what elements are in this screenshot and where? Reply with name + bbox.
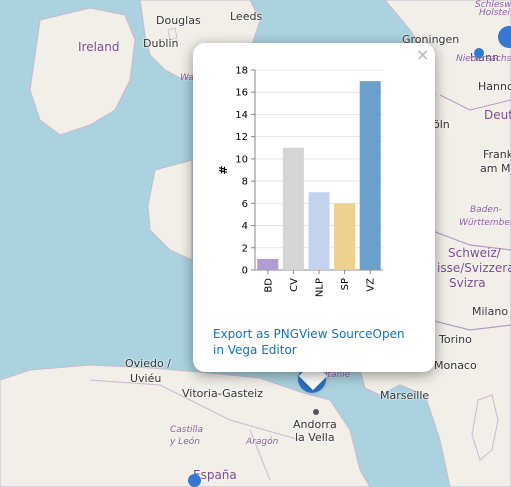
map-place-label: España: [193, 468, 237, 482]
y-tick-label: 8: [242, 177, 248, 188]
map-place-label: y León: [170, 437, 200, 447]
chart-actions: Export as PNGView SourceOpen in Vega Edi…: [213, 326, 413, 358]
y-tick-label: 16: [235, 88, 248, 99]
map-place-label: am M: [480, 162, 511, 175]
bar: [359, 81, 381, 270]
map-place-label: Niedersachse: [456, 54, 511, 64]
y-tick-label: 18: [235, 66, 248, 77]
map-place-label: Svizra: [449, 276, 486, 290]
map-place-label: Dublin: [143, 37, 179, 50]
map-place-label: Douglas: [156, 14, 201, 27]
map-place-label: Baden-: [470, 205, 502, 215]
map-place-label: Ireland: [78, 40, 120, 54]
map-marker[interactable]: [188, 474, 201, 487]
y-tick-label: 0: [242, 266, 248, 277]
map-place-label: Holstei: [479, 8, 511, 18]
y-tick-label: 10: [235, 154, 248, 165]
map-place-label: Uviéu: [130, 372, 162, 385]
map-place-label: öln: [433, 118, 450, 131]
map-place-label: Schweiz/: [448, 246, 501, 260]
map-place-label: Deut: [484, 108, 511, 122]
map-place-label: Oviedo /: [125, 357, 171, 370]
view-source-link[interactable]: View Source: [299, 327, 373, 341]
map-place-label: Frank: [483, 148, 511, 161]
y-tick-label: 6: [242, 199, 248, 210]
map-marker[interactable]: [313, 409, 319, 415]
map-place-label: Hanno: [478, 80, 511, 93]
bar: [257, 258, 279, 270]
x-tick-label: SP: [340, 278, 351, 290]
y-axis-label: #: [217, 165, 230, 174]
map-place-label: Monaco: [434, 359, 477, 372]
open-vega-editor-link[interactable]: Open in Vega Editor: [213, 327, 405, 357]
map-place-label: Marseille: [380, 389, 430, 402]
map-place-label: Wa: [180, 73, 194, 83]
bar-chart: 0 2 4 6 8 10 12 14 16 18 # BD CV NLP SP VZ: [217, 66, 383, 297]
y-tick-label: 2: [242, 243, 248, 254]
x-tick-label: BD: [263, 278, 274, 293]
map-marker[interactable]: [474, 48, 484, 58]
map-place-label: Torino: [439, 333, 472, 346]
bar: [282, 147, 304, 270]
map-place-label: Groningen: [402, 33, 460, 46]
x-tick-label: CV: [289, 278, 300, 292]
bar: [334, 203, 356, 270]
map-place-label: isse/Svizzera: [437, 261, 511, 275]
bar: [308, 192, 330, 270]
map-place-label: Württemberg: [459, 218, 511, 228]
close-icon[interactable]: ×: [416, 45, 430, 64]
map-place-label: Milano: [472, 305, 509, 318]
map-place-label: Schleswi: [475, 0, 511, 10]
y-tick-label: 4: [242, 221, 248, 232]
map-marker[interactable]: [498, 26, 511, 48]
export-png-link[interactable]: Export as PNG: [213, 327, 300, 341]
map-place-label: Leeds: [230, 10, 263, 23]
x-tick-label: VZ: [366, 278, 377, 292]
map-place-label: Castilla: [170, 425, 204, 435]
map-place-label: la Vella: [295, 431, 335, 444]
x-tick-label: NLP: [315, 278, 326, 297]
map-place-label: Aragón: [246, 437, 279, 447]
map-place-label: Vitoria-Gasteiz: [182, 387, 263, 400]
y-tick-label: 14: [235, 110, 248, 121]
y-tick-label: 12: [235, 132, 248, 143]
map-place-label: itanie: [325, 370, 351, 380]
map-place-label: Andorra: [293, 418, 337, 431]
